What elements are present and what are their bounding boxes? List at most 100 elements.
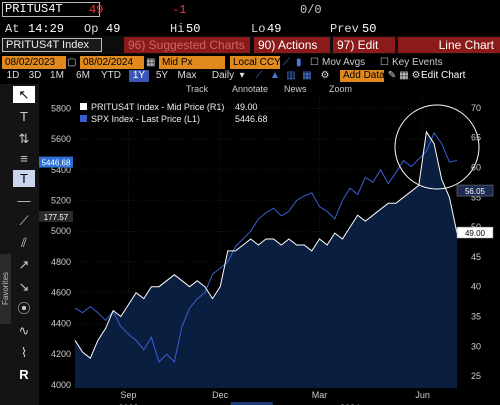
pritus-area-fill xyxy=(75,131,457,389)
left-value-tag xyxy=(39,210,73,222)
period-1d[interactable]: 1D xyxy=(6,70,20,81)
chevron-down-icon[interactable]: ▾ xyxy=(239,70,245,81)
x-tick-label: Dec xyxy=(212,390,229,400)
period-ytd[interactable]: YTD xyxy=(101,70,121,81)
actions-button[interactable]: 90) Actions xyxy=(254,37,330,53)
bar-style-icon[interactable]: ▮ xyxy=(296,57,302,68)
period-1y[interactable]: 1Y xyxy=(129,70,149,82)
high-label: Hi xyxy=(170,22,185,36)
left-tick-label: 4400 xyxy=(51,318,71,328)
left-tick-label: 4000 xyxy=(51,380,71,390)
chart-legend: PRITUS4T Index - Mid Price (R1) 49.00 SP… xyxy=(80,102,268,124)
candle-chart-icon[interactable]: ▥ xyxy=(286,70,296,81)
text-box-icon[interactable]: T xyxy=(13,170,35,187)
edit-pencil-icon[interactable]: ✎ xyxy=(387,70,397,81)
field-select[interactable]: Mid Px xyxy=(159,56,225,69)
left-tick-label: 4200 xyxy=(51,349,71,359)
period-5y[interactable]: 5Y xyxy=(155,70,169,81)
sort-tool-icon[interactable]: ⇅ xyxy=(18,131,30,146)
right-tick-label: 30 xyxy=(471,341,481,351)
spx-series-line xyxy=(74,131,458,363)
fibonacci-icon[interactable]: ≡ xyxy=(20,151,28,166)
currency-select[interactable]: Local CCY xyxy=(230,56,281,69)
zoom-tool: Zoom xyxy=(329,84,352,94)
mov-avgs-checkbox[interactable]: ☐ xyxy=(310,57,319,68)
legend-swatch-pritus xyxy=(80,103,87,110)
chart-tools-bar: Track Annotate News Zoom xyxy=(186,84,352,94)
ray-tool-icon[interactable]: ⟋ xyxy=(19,213,29,228)
controls-row: 08/02/2023 ▢ 08/02/2024 ▦ Mid Px Local C… xyxy=(0,55,500,70)
left-tick-label: 5200 xyxy=(51,196,71,206)
price-chart[interactable]: 4000 4200 4400 4600 4800 5000 5200 5400 5600 5800… xyxy=(39,84,500,405)
channel-tool-icon[interactable]: ⫽ xyxy=(21,235,27,250)
left-tick-label: 4800 xyxy=(51,257,71,267)
prev-value: 50 xyxy=(362,22,377,36)
bid-ask-ratio: 0/0 xyxy=(300,3,322,17)
edit-button[interactable]: 97) Edit xyxy=(333,37,395,53)
text-tool-icon[interactable]: T xyxy=(20,109,28,124)
period-3d[interactable]: 3D xyxy=(28,70,42,81)
right-tick-label: 45 xyxy=(471,252,481,262)
high-value: 50 xyxy=(186,22,201,36)
highlight-circle xyxy=(394,104,480,190)
annotate-tool: Annotate xyxy=(232,84,268,94)
period-max[interactable]: Max xyxy=(177,70,197,81)
chart-type-button[interactable]: Line Chart xyxy=(398,37,500,53)
period-row: 1D 3D 1M 6M YTD 1Y 5Y Max Daily ▾ ⟋ ▲ ▥ … xyxy=(0,70,500,83)
start-date-field[interactable]: 08/02/2023 xyxy=(2,56,66,69)
right-tick-label: 65 xyxy=(471,133,481,143)
table-icon[interactable]: ▦ xyxy=(302,70,312,81)
pointer-icon[interactable]: ↖ xyxy=(13,86,35,103)
ticker-field[interactable]: PRITUS4T xyxy=(2,2,100,17)
line-chart-icon[interactable]: ⟋ xyxy=(255,70,263,81)
frequency-select[interactable]: Daily xyxy=(211,70,235,81)
wave-tool-icon[interactable]: ∿ xyxy=(18,323,30,338)
pritus-series-line xyxy=(74,130,458,359)
grid-icon[interactable]: ▦ xyxy=(399,70,409,81)
settings-icon[interactable]: ⚙ xyxy=(320,70,330,81)
measure-tool-icon[interactable]: ⦿ xyxy=(17,301,31,316)
legend-pritus-name: PRITUS4T Index - Mid Price (R1) xyxy=(91,102,224,112)
right-value-tag xyxy=(456,184,494,197)
legend-spx-name: SPX Index - Last Price (L1) xyxy=(91,114,200,124)
zigzag-tool-icon[interactable]: ⌇ xyxy=(20,345,28,360)
period-1m[interactable]: 1M xyxy=(50,70,64,81)
horizontal-line-icon[interactable]: — xyxy=(17,193,31,208)
price-header: PRITUS4T 49 -1 0/0 xyxy=(0,0,500,19)
edit-chart-button[interactable]: Edit Chart xyxy=(421,70,466,81)
open-label: Op xyxy=(84,22,99,36)
stats-row: At 14:29 Op 49 Hi 50 Lo 49 Prev 50 xyxy=(0,19,500,36)
left-tick-label: 4600 xyxy=(51,288,71,298)
right-tick-label: 55 xyxy=(471,192,481,202)
end-date-field[interactable]: 08/02/2024 xyxy=(80,56,144,69)
trendline-icon[interactable]: ↗ xyxy=(18,257,30,272)
time-value: 14:29 xyxy=(28,22,65,36)
right-tick-label: 35 xyxy=(471,311,481,321)
prev-label: Prev xyxy=(330,22,359,36)
mountain-chart-icon[interactable]: ▲ xyxy=(270,70,280,81)
favorites-tab[interactable]: Favorites xyxy=(0,254,11,324)
add-data-button[interactable]: Add Data xyxy=(340,70,385,82)
right-value-tag-label: 56.05 xyxy=(465,187,486,196)
security-field[interactable]: PRITUS4T Index xyxy=(2,38,102,52)
left-value-tag-label: 5446.68 xyxy=(42,159,71,168)
date-separator-icon: ▢ xyxy=(67,57,77,68)
x-tick-label: Mar xyxy=(312,390,328,400)
key-events-checkbox[interactable]: ☐ xyxy=(380,57,389,68)
regression-tool-icon[interactable]: R xyxy=(19,367,29,382)
track-tool: Track xyxy=(186,84,209,94)
line-style-icon[interactable]: ⟋ xyxy=(283,57,290,68)
period-6m[interactable]: 6M xyxy=(76,70,90,81)
arrow-tool-icon[interactable]: ↘ xyxy=(18,279,30,294)
gear-icon[interactable]: ⚙ xyxy=(411,70,421,81)
legend-swatch-spx xyxy=(80,115,87,122)
calendar-icon[interactable]: ▦ xyxy=(146,57,156,68)
right-tick-label: 70 xyxy=(471,103,481,113)
key-events-label: Key Events xyxy=(392,57,443,68)
left-tick-label: 5600 xyxy=(51,134,71,144)
right-value-tag xyxy=(456,226,494,239)
drawing-toolbar: ↖ T ⇅ ≡ T — ⟋ ⫽ ↗ ↘ ⦿ ∿ ⌇ R Favorites xyxy=(0,84,39,405)
axis-tags: 5446.68 177.57 56.05 49.00 xyxy=(39,156,494,239)
suggested-charts-button[interactable]: 96) Suggested Charts xyxy=(124,37,250,53)
last-price: 49 xyxy=(89,3,104,17)
